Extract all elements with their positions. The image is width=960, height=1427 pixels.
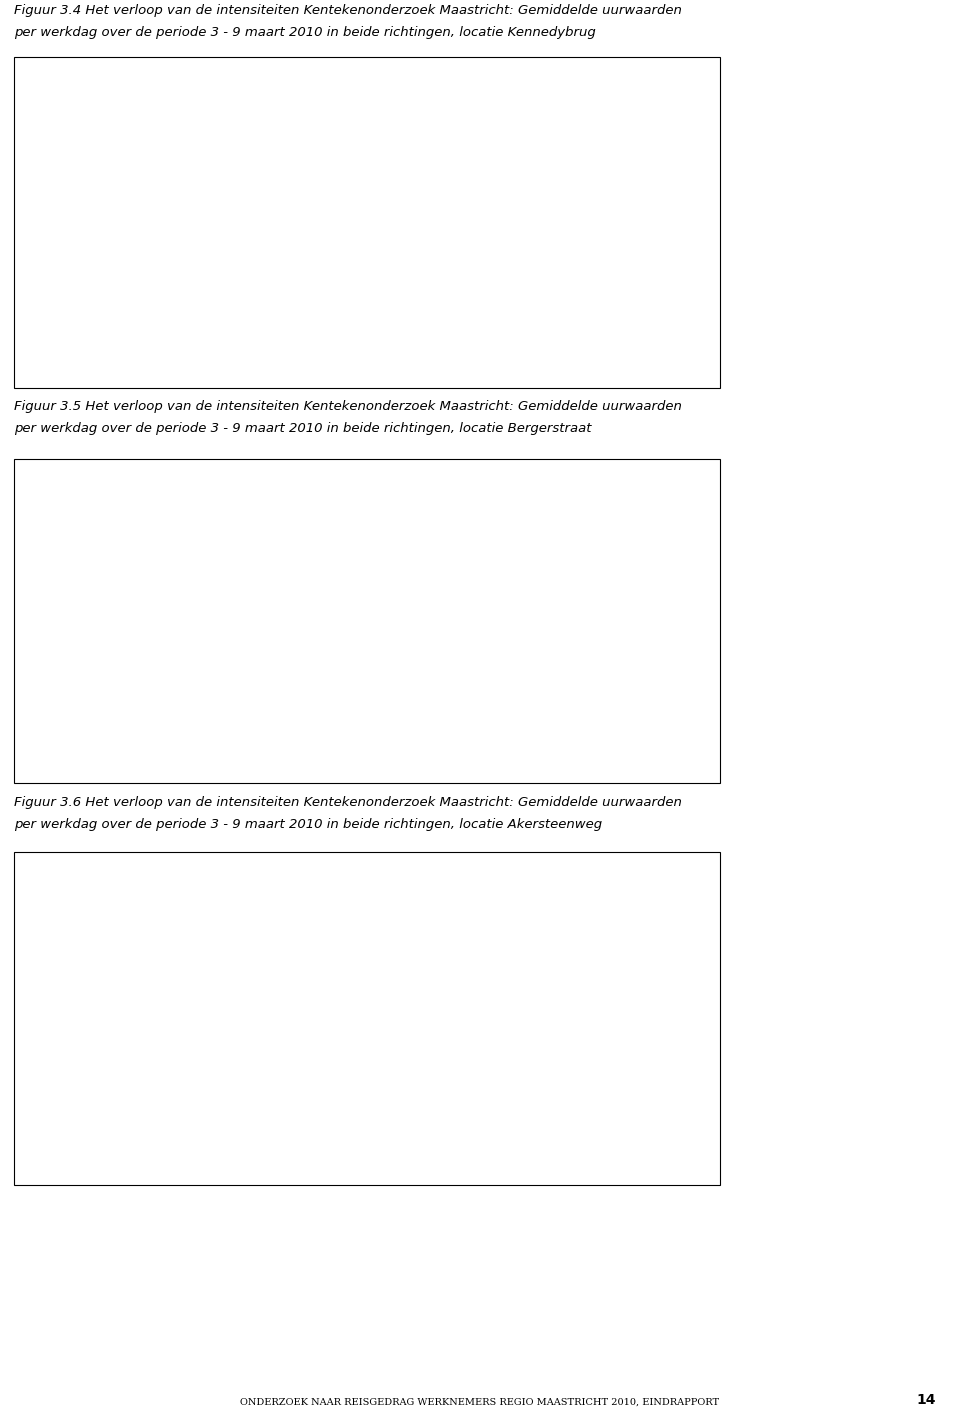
Text: Locatie 5 Bergerstraat intensiteiten per uur (gemiddelde werkdag): Locatie 5 Bergerstraat intensiteiten per… <box>96 497 567 509</box>
Text: per werkdag over de periode 3 - 9 maart 2010 in beide richtingen, locatie Kenned: per werkdag over de periode 3 - 9 maart … <box>14 26 596 39</box>
Text: 14: 14 <box>917 1393 936 1407</box>
Y-axis label: Aantal motorvoertuigen: Aantal motorvoertuigen <box>53 529 62 664</box>
Text: Figuur 3.5 Het verloop van de intensiteiten Kentekenonderzoek Maastricht: Gemidd: Figuur 3.5 Het verloop van de intensitei… <box>14 400 683 412</box>
Text: Tijd: Tijd <box>328 1103 352 1113</box>
Text: ONDERZOEK NAAR REISGEDRAG WERKNEMERS REGIO MAASTRICHT 2010, EINDRAPPORT: ONDERZOEK NAAR REISGEDRAG WERKNEMERS REG… <box>240 1398 720 1407</box>
Text: Figuur 3.6 Het verloop van de intensiteiten Kentekenonderzoek Maastricht: Gemidd: Figuur 3.6 Het verloop van de intensitei… <box>14 796 683 809</box>
Text: Tijd: Tijd <box>328 701 352 711</box>
Text: per werkdag over de periode 3 - 9 maart 2010 in beide richtingen, locatie Berger: per werkdag over de periode 3 - 9 maart … <box>14 422 592 435</box>
Legend: Kennedybrug in oostelijke richting, Kennedybrug in westelijke richting: Kennedybrug in oostelijke richting, Kenn… <box>96 307 320 338</box>
Text: per werkdag over de periode 3 - 9 maart 2010 in beide richtingen, locatie Akerst: per werkdag over de periode 3 - 9 maart … <box>14 818 603 831</box>
Legend: Bergerstraat in westelijke richting, Bergerstraat in oostelijke richting: Bergerstraat in westelijke richting, Ber… <box>96 701 316 732</box>
Text: Locatie 6 Akersteenweg intensiteiten per uur (gemiddelde werkdag): Locatie 6 Akersteenweg intensiteiten per… <box>96 889 578 902</box>
Y-axis label: Aantal motorvoertuigen: Aantal motorvoertuigen <box>46 131 56 265</box>
Legend: Akersteenweg in westelijke richting, Akersteenweg in oostelijke richting: Akersteenweg in westelijke richting, Ake… <box>96 1103 324 1134</box>
Y-axis label: Aantal motorvoertuigen: Aantal motorvoertuigen <box>53 928 62 1062</box>
Text: Tijd: Tijd <box>328 307 352 317</box>
Text: Figuur 3.4 Het verloop van de intensiteiten Kentekenonderzoek Maastricht: Gemidd: Figuur 3.4 Het verloop van de intensitei… <box>14 4 683 17</box>
Text: Locatie 4 Kennedybrug intensiteiten per uur (gemiddelde werkdag): Locatie 4 Kennedybrug intensiteiten per … <box>96 94 571 107</box>
